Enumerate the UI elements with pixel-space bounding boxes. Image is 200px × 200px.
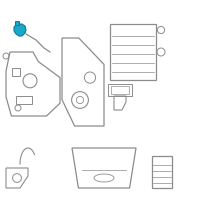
- Bar: [108, 84, 132, 96]
- Bar: [152, 156, 172, 188]
- Bar: [16, 96, 32, 104]
- Bar: [111, 86, 129, 94]
- Polygon shape: [14, 24, 26, 36]
- Polygon shape: [15, 21, 19, 25]
